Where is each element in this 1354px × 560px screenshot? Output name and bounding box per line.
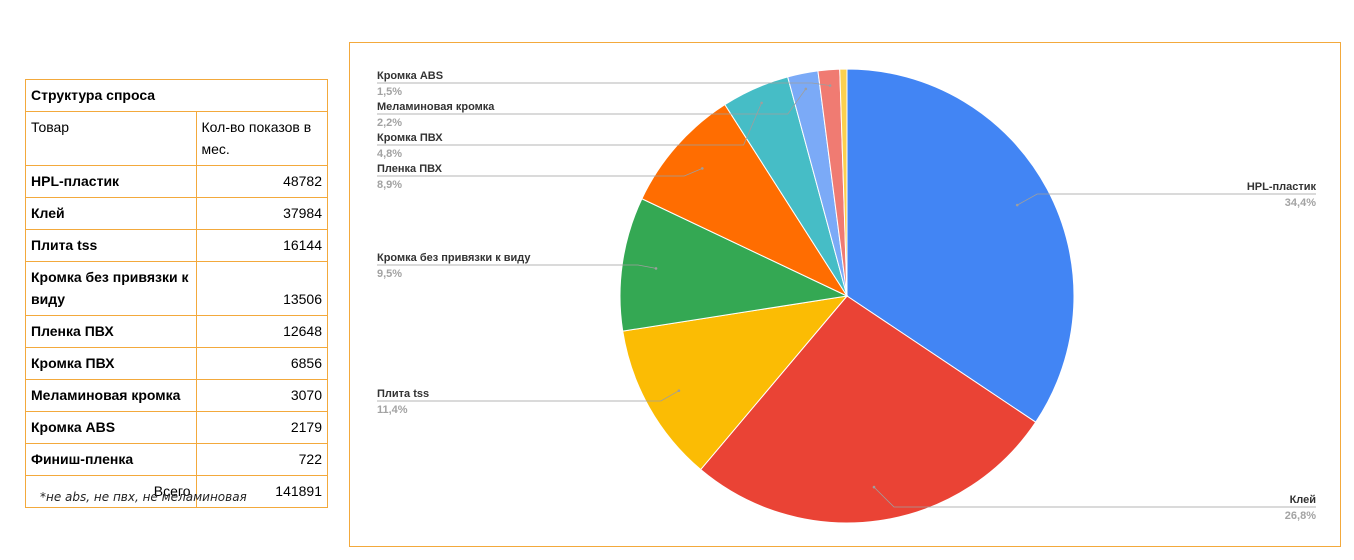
product-count-cell: 3070 [195, 379, 329, 412]
table-row: Меламиновая кромка 3070 [25, 379, 329, 412]
slice-label: Клей [1290, 494, 1316, 506]
table-row: Финиш-пленка 722 [25, 443, 329, 476]
product-name-cell: Кромка без привязки к виду [25, 261, 197, 316]
slice-label: HPL-пластик [1247, 181, 1317, 193]
product-name-cell: Меламиновая кромка [25, 379, 197, 412]
slice-percent-label: 2,2% [377, 117, 402, 129]
slice-label: Меламиновая кромка [377, 101, 495, 113]
pie-slice [839, 68, 848, 297]
slice-percent-label: 8,9% [377, 179, 402, 191]
pie-chart-frame: HPL-пластик 34,4% Клей 26,8% Плита tss 11,4% К… [349, 42, 1341, 547]
product-name-cell: Кромка ПВХ [25, 347, 197, 380]
leader-dot [804, 87, 808, 91]
leader-dot [828, 84, 832, 87]
column-header-count: Кол-во показов в мес. [195, 111, 329, 166]
slice-percent-label: 34,4% [1285, 197, 1316, 209]
leader-line [377, 82, 831, 86]
slice-percent-label: 26,8% [1285, 510, 1316, 522]
table-row: Пленка ПВХ 12648 [25, 315, 329, 348]
slice-label: Кромка без привязки к виду [377, 252, 531, 264]
table-row: Кромка без привязки к виду 13506 [25, 261, 329, 316]
leader-line [377, 102, 762, 146]
slice-label: Кромка ПВХ [377, 132, 443, 144]
slice-label: Пленка ПВХ [377, 163, 443, 175]
leader-dot [654, 267, 658, 270]
product-name-cell: Кромка ABS [25, 411, 197, 444]
leader-line [377, 88, 807, 115]
pie-slice [699, 295, 1037, 524]
slice-label-group: Плита tss 11,4% [377, 388, 681, 416]
slice-label-group: Кромка без привязки к виду 9,5% [377, 252, 658, 280]
product-name-cell: Пленка ПВХ [25, 315, 197, 348]
product-count-cell: 48782 [195, 165, 329, 198]
table-title-row: Структура спроса [25, 79, 328, 112]
slice-label-group: Клей 26,8% [872, 485, 1316, 522]
product-name-cell: Клей [25, 197, 197, 230]
leader-dot [872, 485, 876, 489]
slice-label-group: Пленка ПВХ 8,9% [377, 163, 704, 191]
pie-slice [619, 198, 849, 332]
product-name-cell: Финиш-пленка [25, 443, 197, 476]
slice-label: Плита tss [377, 388, 429, 400]
total-label: Всего [25, 475, 197, 508]
table-row: Плита tss 16144 [25, 229, 329, 262]
leader-line [1017, 193, 1316, 206]
table-total-row: Всего 141891 [25, 475, 329, 508]
slice-label: Кромка ABS [377, 70, 443, 82]
demand-structure-table: Структура спроса Товар Кол-во показов в … [25, 79, 329, 508]
slice-percent-label: 1,5% [377, 86, 402, 98]
slice-label-group: HPL-пластик 34,4% [1015, 181, 1317, 209]
leader-dot [677, 389, 681, 393]
table-row: Кромка ABS 2179 [25, 411, 329, 444]
slice-percent-label: 9,5% [377, 268, 402, 280]
product-count-cell: 13506 [195, 261, 329, 316]
product-count-cell: 16144 [195, 229, 329, 262]
leader-line [377, 390, 680, 402]
product-count-cell: 37984 [195, 197, 329, 230]
column-header-product: Товар [25, 111, 197, 166]
product-count-cell: 2179 [195, 411, 329, 444]
leader-line [377, 168, 703, 177]
table-title: Структура спроса [25, 79, 328, 112]
leader-dot [1015, 203, 1019, 207]
leader-dot [701, 167, 704, 170]
pie-slice [622, 295, 849, 471]
slice-percent-label: 11,4% [377, 404, 408, 416]
table-header-row: Товар Кол-во показов в мес. [25, 111, 329, 166]
table-row: Клей 37984 [25, 197, 329, 230]
leader-line [377, 264, 657, 269]
table-row: Кромка ПВХ 6856 [25, 347, 329, 380]
table-row: HPL-пластик 48782 [25, 165, 329, 198]
product-count-cell: 12648 [195, 315, 329, 348]
footnote: *не abs, не пвх, не меламиновая [40, 490, 247, 504]
slice-label-group: Кромка ABS 1,5% [377, 70, 832, 98]
product-name-cell: HPL-пластик [25, 165, 197, 198]
leader-dot [760, 101, 763, 105]
pie-slice [641, 103, 849, 298]
pie-chart: HPL-пластик 34,4% Клей 26,8% Плита tss 11,4% К… [377, 68, 1317, 524]
product-count-cell: 6856 [195, 347, 329, 380]
leader-line [873, 486, 1316, 508]
slice-percent-label: 4,8% [377, 148, 402, 160]
slice-label-group: Кромка ПВХ 4,8% [377, 101, 763, 160]
total-value: 141891 [195, 475, 329, 508]
slice-label-group: Меламиновая кромка 2,2% [377, 87, 808, 129]
product-name-cell: Плита tss [25, 229, 197, 262]
product-count-cell: 722 [195, 443, 329, 476]
